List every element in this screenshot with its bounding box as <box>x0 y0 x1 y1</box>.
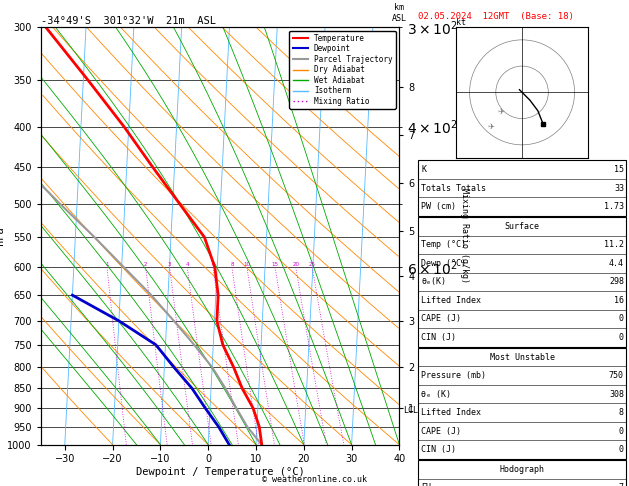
Text: km
ASL: km ASL <box>392 3 407 22</box>
Text: 298: 298 <box>609 278 624 286</box>
Text: 750: 750 <box>609 371 624 380</box>
Text: © weatheronline.co.uk: © weatheronline.co.uk <box>262 474 367 484</box>
Text: kt: kt <box>457 17 467 27</box>
Text: 6: 6 <box>211 262 214 267</box>
Text: 15: 15 <box>614 165 624 174</box>
Text: 20: 20 <box>292 262 299 267</box>
Text: Lifted Index: Lifted Index <box>421 296 481 305</box>
Text: 0: 0 <box>619 445 624 454</box>
Text: 33: 33 <box>614 184 624 192</box>
Text: LCL: LCL <box>404 405 418 415</box>
Text: Most Unstable: Most Unstable <box>489 353 555 362</box>
Text: 16: 16 <box>614 296 624 305</box>
Y-axis label: hPa: hPa <box>0 226 4 245</box>
Text: 2: 2 <box>144 262 147 267</box>
Legend: Temperature, Dewpoint, Parcel Trajectory, Dry Adiabat, Wet Adiabat, Isotherm, Mi: Temperature, Dewpoint, Parcel Trajectory… <box>289 31 396 109</box>
Text: θₑ(K): θₑ(K) <box>421 278 447 286</box>
Text: Lifted Index: Lifted Index <box>421 408 481 417</box>
Text: CIN (J): CIN (J) <box>421 333 457 342</box>
Text: 1: 1 <box>105 262 109 267</box>
Text: 1.73: 1.73 <box>604 202 624 211</box>
Text: 25: 25 <box>309 262 316 267</box>
Text: PW (cm): PW (cm) <box>421 202 457 211</box>
Text: Hodograph: Hodograph <box>499 465 545 474</box>
X-axis label: Dewpoint / Temperature (°C): Dewpoint / Temperature (°C) <box>136 467 304 477</box>
Text: 0: 0 <box>619 333 624 342</box>
Text: 308: 308 <box>609 390 624 399</box>
Text: 15: 15 <box>272 262 279 267</box>
Text: 8: 8 <box>230 262 233 267</box>
Text: 02.05.2024  12GMT  (Base: 18): 02.05.2024 12GMT (Base: 18) <box>418 12 574 21</box>
Text: CIN (J): CIN (J) <box>421 445 457 454</box>
Text: Pressure (mb): Pressure (mb) <box>421 371 486 380</box>
Text: 4.4: 4.4 <box>609 259 624 268</box>
Text: 7: 7 <box>619 484 624 486</box>
Text: θₑ (K): θₑ (K) <box>421 390 452 399</box>
Text: ✈: ✈ <box>487 122 494 131</box>
Text: EH: EH <box>421 484 431 486</box>
Text: -34°49'S  301°32'W  21m  ASL: -34°49'S 301°32'W 21m ASL <box>41 16 216 26</box>
Text: 4: 4 <box>186 262 189 267</box>
Text: Dewp (°C): Dewp (°C) <box>421 259 467 268</box>
Text: CAPE (J): CAPE (J) <box>421 314 462 323</box>
Text: 11.2: 11.2 <box>604 241 624 249</box>
Text: Temp (°C): Temp (°C) <box>421 241 467 249</box>
Text: Surface: Surface <box>504 222 540 231</box>
Text: 0: 0 <box>619 427 624 435</box>
Text: K: K <box>421 165 426 174</box>
Text: 3: 3 <box>168 262 172 267</box>
Text: Totals Totals: Totals Totals <box>421 184 486 192</box>
Y-axis label: Mixing Ratio (g/kg): Mixing Ratio (g/kg) <box>460 188 469 283</box>
Text: ✈: ✈ <box>498 106 504 115</box>
Text: 0: 0 <box>619 314 624 323</box>
Text: CAPE (J): CAPE (J) <box>421 427 462 435</box>
Text: 10: 10 <box>243 262 250 267</box>
Text: 8: 8 <box>619 408 624 417</box>
